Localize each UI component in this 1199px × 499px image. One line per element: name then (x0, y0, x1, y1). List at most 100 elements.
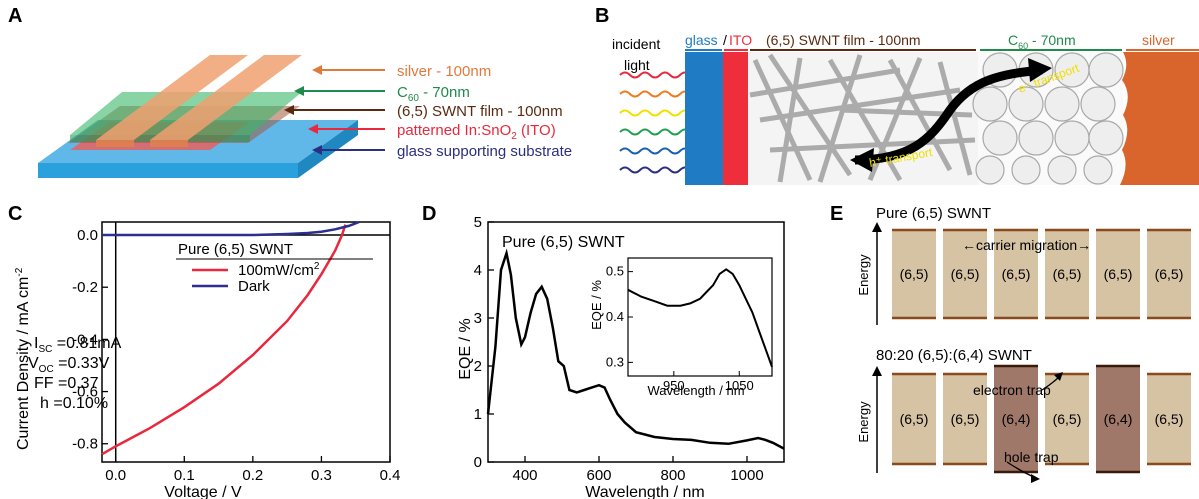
panel-label-a: A (8, 5, 23, 27)
c-eta: h =0.10% (40, 395, 108, 412)
hole-arrowhead (850, 148, 874, 172)
d-x-tick-label: 600 (586, 467, 611, 484)
d-inset-x-tick-label: 950 (663, 378, 685, 393)
glass-layer (685, 52, 723, 185)
e-block-normal (943, 230, 987, 318)
c-legend-title: Pure (6,5) SWNT (178, 241, 293, 258)
e-top-title: Pure (6,5) SWNT (876, 205, 991, 222)
label-ito-b: ITO (729, 32, 752, 48)
d-inset-y-tick-label: 0.3 (606, 354, 624, 369)
e-block-normal (1147, 230, 1191, 318)
label-light: light (624, 57, 650, 73)
e-block-label: (6,5) (951, 411, 980, 427)
c-series-light (101, 224, 347, 456)
e-block-label: (6,5) (1053, 411, 1082, 427)
c-voc: VOC =0.33V (28, 355, 110, 375)
e-bottom-title: 80:20 (6,5):(6,4) SWNT (876, 347, 1032, 364)
e-block-trap (994, 366, 1038, 472)
d-ylabel: EQE / % (457, 318, 474, 379)
d-y-tick-label: 4 (474, 262, 482, 279)
e-block-trap (1096, 366, 1140, 472)
e-block-normal (892, 374, 936, 464)
d-inset-curve (627, 268, 773, 368)
d-y-tick-label: 0 (474, 454, 482, 471)
panel-c-jv-curve: 0.0 0.1 0.2 0.3 0.4 -0.8 -0.6 -0.4 -0.2 0.0 Pure … (14, 220, 401, 499)
c-xlabel: Voltage / V (164, 484, 242, 499)
d-inset-y-tick-label: 0.5 (606, 264, 624, 279)
e-block-label: (6,5) (900, 266, 929, 282)
e-block-label: (6,5) (1155, 266, 1184, 282)
c-x-tick-label: 0.0 (105, 467, 126, 484)
c-frame (101, 221, 391, 463)
e-block-normal (1045, 374, 1089, 464)
d-y-tick-label: 1 (474, 406, 482, 423)
d-xlabel: Wavelength / nm (585, 484, 704, 499)
c-isc: ISC =0.81mA (34, 335, 122, 355)
e-block-label: (6,5) (1002, 266, 1031, 282)
c-x-tick-label: 0.2 (242, 467, 263, 484)
e-block-normal (1147, 374, 1191, 464)
e-block-label: (6,5) (951, 266, 980, 282)
d-inset-xlabel: Wavelength / nm (647, 383, 744, 398)
c-y-tick-label: -0.8 (72, 436, 98, 453)
c-y-tick-label: -0.4 (72, 331, 98, 348)
panel-b-cross-section: incident light glass / ITO (6,5) SWNT fi… (612, 32, 1199, 185)
silver-electrode-1 (96, 55, 248, 140)
svg-text:/: / (723, 32, 727, 48)
panel-label-e: E (830, 203, 844, 225)
c-ff: FF =0.37 (34, 375, 99, 392)
glass-substrate-front (38, 163, 298, 178)
label-swnt-film: (6,5) SWNT film - 100nm (766, 32, 921, 48)
c-legend-light: 100mW/cm2 (238, 261, 320, 279)
panel-label-d: D (422, 203, 437, 225)
e-block-label: (6,5) (900, 411, 929, 427)
d-y-tick-label: 2 (474, 358, 482, 375)
panel-a-device-schematic: silver - 100nm C60 - 70nm (6,5) SWNT fil… (38, 55, 572, 178)
label-c60: C60 - 70nm (397, 84, 470, 104)
c-legend-dark: Dark (238, 278, 270, 295)
d-y-tick-label: 5 (474, 214, 482, 231)
d-eqe-curve (486, 248, 785, 450)
e-block-label: (6,5) (1053, 266, 1082, 282)
c-y-tick-label: 0.0 (77, 227, 98, 244)
e-electron-trap: electron trap (973, 382, 1051, 398)
d-x-tick-label: 1000 (730, 467, 763, 484)
label-glass-b: glass (685, 32, 718, 48)
d-inset-x-tick-label: 1050 (725, 378, 754, 393)
c-y-tick-label: -0.2 (72, 279, 98, 296)
label-glass: glass supporting substrate (397, 143, 572, 160)
d-title: Pure (6,5) SWNT (502, 234, 625, 251)
label-c60-b: C60 - 70nm (1008, 32, 1076, 51)
transport-path (854, 65, 1043, 165)
c-y-tick-label: -0.6 (72, 384, 98, 401)
d-y-tick-label: 3 (474, 310, 482, 327)
d-x-tick-label: 400 (512, 467, 537, 484)
e-hole-trap: hole trap (1004, 449, 1059, 465)
electron-arrowhead (1028, 58, 1052, 82)
ito-layer-b (723, 52, 748, 185)
label-swnt: (6,5) SWNT film - 100nm (397, 103, 563, 120)
silver-layer-b (1120, 52, 1199, 185)
c-x-tick-label: 0.4 (380, 467, 401, 484)
d-x-tick-label: 800 (660, 467, 685, 484)
d-inset-ylabel: EQE / % (589, 280, 604, 330)
d-inset-frame (627, 257, 773, 377)
e-block-label: (6,5) (1104, 266, 1133, 282)
c-x-tick-label: 0.1 (174, 467, 195, 484)
panel-label-b: B (595, 5, 610, 27)
label-silver: silver - 100nm (397, 63, 491, 80)
e-block-normal (1096, 230, 1140, 318)
e-block-label: (6,5) (1155, 411, 1184, 427)
panel-d-eqe: 400 600 800 1000 0 1 2 3 4 5 950 1050 0.3 0.4 0.5 Pure… (457, 214, 785, 499)
e-top-energy-label: Energy (856, 254, 871, 296)
panel-e-energy-diagram: Pure (6,5) SWNT Energy (6,5) (6,5) (6,5) (6… (856, 205, 1191, 483)
c-ylabel: Current Density / mA cm-2 (14, 267, 32, 450)
e-block-label: (6,4) (1104, 411, 1133, 427)
e-migration-label: ←carrier migration→ (962, 237, 1091, 253)
e-block-normal (1045, 230, 1089, 318)
label-incident: incident (612, 36, 660, 52)
c-x-tick-label: 0.3 (311, 467, 332, 484)
label-ito: patterned In:SnO2 (ITO) (397, 122, 556, 142)
e-top-blocks: (6,5) (6,5) (6,5) (6,5) (6,5) (6,5) (892, 228, 1191, 320)
e-block-normal (994, 230, 1038, 318)
